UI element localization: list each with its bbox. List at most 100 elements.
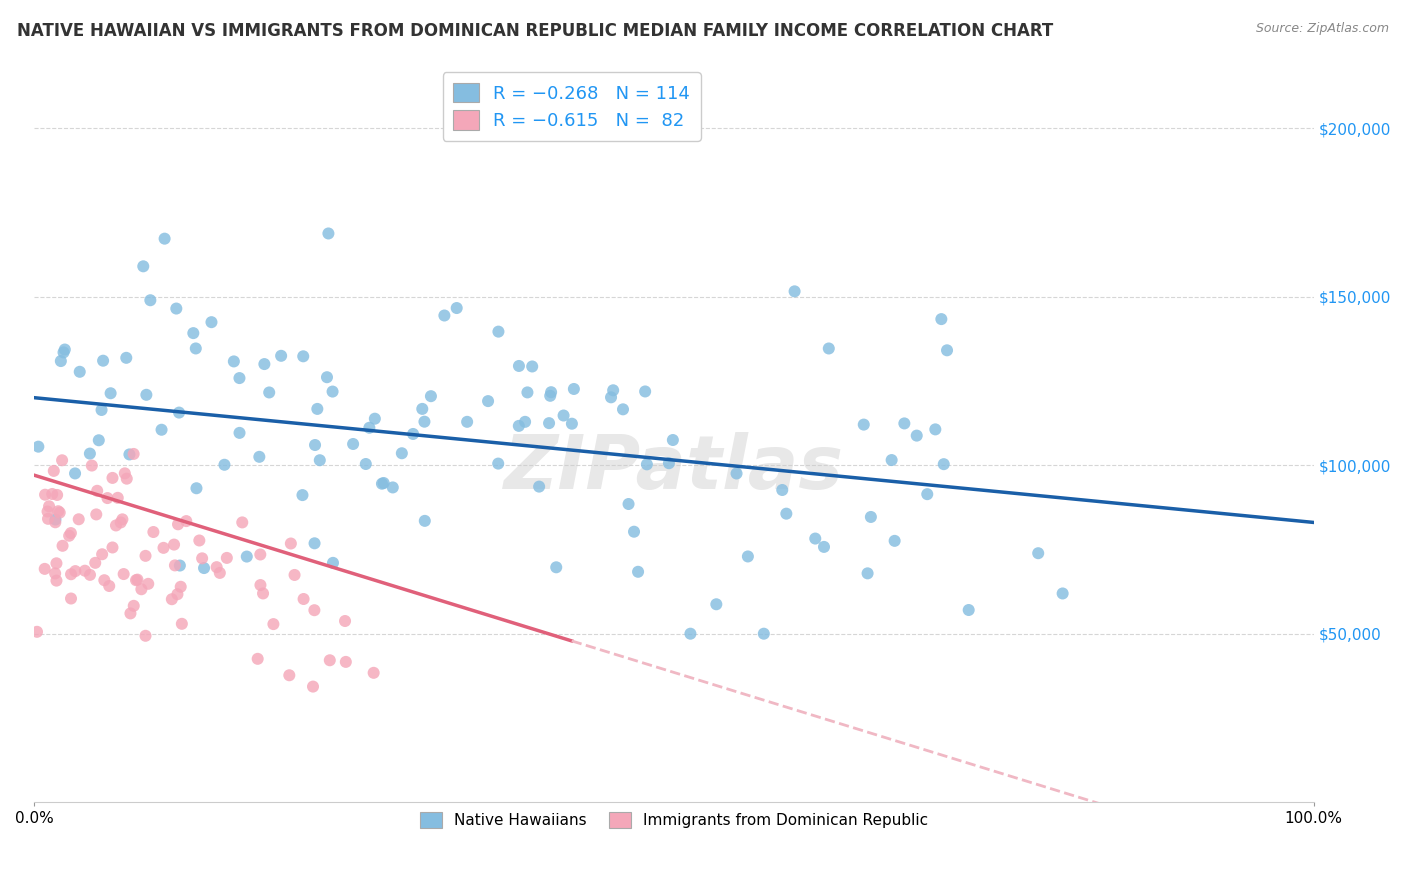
Point: [115, 472, 138, 486]
Point: [170, 580, 193, 594]
Point: [856, 566, 879, 581]
Point: [48, 506, 70, 520]
Point: [67, 512, 90, 526]
Point: [893, 417, 915, 431]
Point: [513, 415, 536, 429]
Point: [101, 471, 124, 485]
Point: [932, 457, 955, 471]
Point: [627, 565, 650, 579]
Point: [169, 558, 191, 573]
Point: [249, 548, 271, 562]
Point: [262, 617, 284, 632]
Point: [174, 514, 197, 528]
Point: [852, 417, 875, 432]
Point: [228, 425, 250, 440]
Point: [49, 354, 72, 368]
Point: [413, 514, 436, 528]
Point: [59, 526, 82, 541]
Point: [160, 592, 183, 607]
Point: [134, 629, 156, 643]
Point: [38, 500, 60, 514]
Point: [167, 406, 190, 420]
Point: [307, 401, 329, 416]
Point: [51, 539, 73, 553]
Point: [181, 326, 204, 340]
Point: [280, 536, 302, 550]
Point: [679, 626, 702, 640]
Point: [292, 592, 315, 607]
Point: [44, 516, 66, 530]
Point: [115, 351, 138, 365]
Point: [905, 428, 928, 442]
Point: [291, 488, 314, 502]
Point: [319, 653, 342, 667]
Point: [132, 260, 155, 274]
Point: [231, 516, 253, 530]
Point: [52, 345, 75, 359]
Point: [1052, 586, 1074, 600]
Point: [917, 487, 939, 501]
Point: [270, 349, 292, 363]
Point: [725, 467, 748, 481]
Point: [936, 343, 959, 358]
Point: [342, 437, 364, 451]
Point: [69, 365, 91, 379]
Point: [93, 573, 115, 587]
Point: [508, 418, 530, 433]
Point: [112, 567, 135, 582]
Point: [101, 541, 124, 555]
Point: [775, 507, 797, 521]
Point: [44, 512, 66, 526]
Point: [42, 464, 65, 478]
Point: [617, 497, 640, 511]
Point: [770, 483, 793, 497]
Point: [477, 394, 499, 409]
Point: [335, 655, 357, 669]
Point: [142, 524, 165, 539]
Point: [957, 603, 980, 617]
Point: [804, 532, 827, 546]
Point: [363, 665, 385, 680]
Point: [522, 359, 544, 374]
Point: [817, 342, 839, 356]
Point: [135, 549, 157, 563]
Point: [924, 422, 946, 436]
Point: [60, 567, 83, 582]
Point: [165, 301, 187, 316]
Point: [53, 343, 76, 357]
Point: [46, 504, 69, 518]
Point: [308, 453, 330, 467]
Point: [125, 573, 148, 587]
Point: [880, 453, 903, 467]
Point: [600, 390, 623, 404]
Point: [247, 450, 270, 464]
Point: [634, 384, 657, 399]
Point: [433, 309, 456, 323]
Point: [87, 434, 110, 448]
Text: Source: ZipAtlas.com: Source: ZipAtlas.com: [1256, 22, 1389, 36]
Point: [214, 458, 236, 472]
Point: [662, 433, 685, 447]
Point: [284, 568, 307, 582]
Point: [34, 562, 56, 576]
Point: [63, 467, 86, 481]
Point: [373, 475, 395, 490]
Point: [364, 411, 387, 425]
Point: [488, 325, 510, 339]
Point: [636, 458, 658, 472]
Point: [456, 415, 478, 429]
Point: [546, 560, 568, 574]
Point: [122, 599, 145, 613]
Point: [516, 385, 538, 400]
Text: ZIPatlas: ZIPatlas: [505, 433, 844, 506]
Point: [91, 547, 114, 561]
Point: [411, 401, 433, 416]
Point: [104, 518, 127, 533]
Point: [508, 359, 530, 373]
Point: [80, 458, 103, 473]
Point: [34, 488, 56, 502]
Point: [27, 440, 49, 454]
Point: [107, 491, 129, 505]
Point: [222, 354, 245, 368]
Point: [79, 447, 101, 461]
